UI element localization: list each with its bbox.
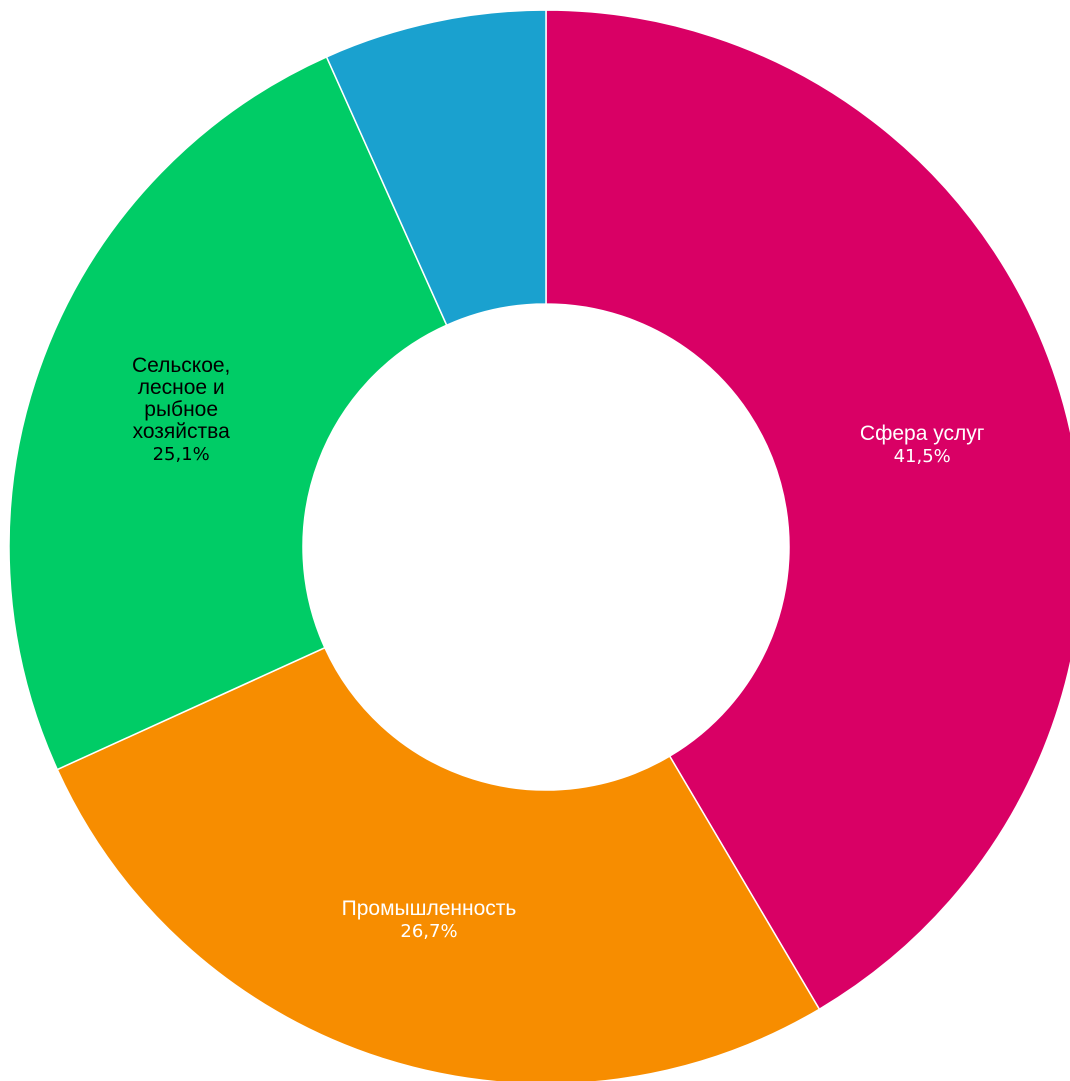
slice-label: рыбное xyxy=(144,398,218,421)
slice-label: Промышленность xyxy=(342,897,517,920)
donut-slice-unlabeled-3 xyxy=(325,9,547,327)
slice-label: хозяйства xyxy=(133,420,230,443)
slice-value-label: 26,7% xyxy=(400,921,457,942)
donut-slice-сфера-услуг xyxy=(545,9,1070,1011)
slice-label: лесное и xyxy=(138,376,225,399)
slice-value-label: 25,1% xyxy=(153,444,210,465)
donut-slice-промышленность xyxy=(56,646,821,1081)
slice-label: Сфера услуг xyxy=(860,422,985,445)
slice-label: Сельское, xyxy=(132,354,230,377)
donut-slice-сельское-лесное-и-рыбное-хозяйства xyxy=(8,55,448,771)
slice-value-label: 41,5% xyxy=(894,446,951,467)
